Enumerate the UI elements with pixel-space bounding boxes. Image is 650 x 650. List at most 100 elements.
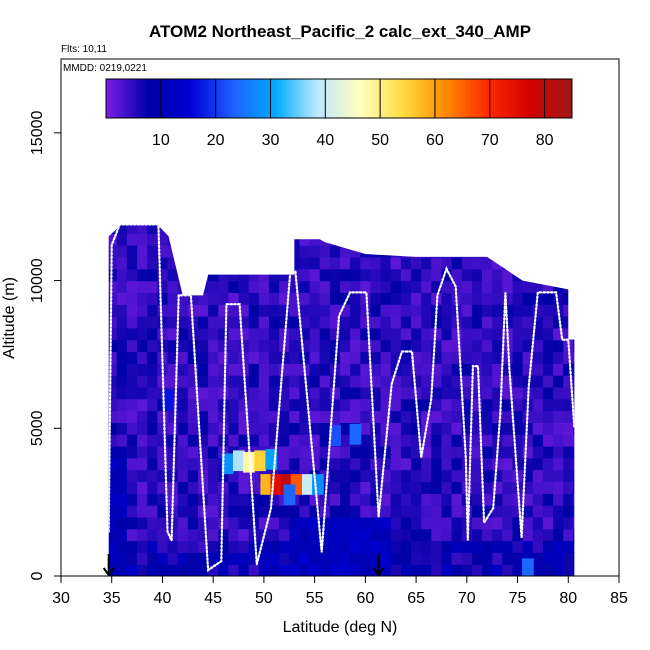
heatmap-cell: [553, 469, 564, 482]
heatmap-cell: [340, 339, 351, 353]
dates-label: MMDD: 0219,0221: [63, 63, 147, 74]
heatmap-cell: [502, 292, 513, 305]
heatmap-cell: [512, 316, 524, 329]
heatmap-cell: [421, 410, 432, 423]
heatmap-cell: [299, 268, 311, 282]
heatmap-cell: [471, 552, 483, 565]
heatmap-cell: [299, 528, 311, 542]
heatmap-cell: [299, 398, 311, 412]
heatmap-cell: [340, 386, 351, 400]
heatmap-cell: [451, 493, 463, 506]
heatmap-cell: [441, 256, 453, 270]
heatmap-cell: [157, 493, 169, 506]
heatmap-cell: [400, 224, 412, 234]
heatmap-cell: [208, 434, 219, 447]
heatmap-cell: [299, 316, 311, 329]
heatmap-cell: [187, 481, 199, 494]
heatmap-cell: [573, 434, 575, 447]
heatmap-cell: [522, 224, 534, 234]
heatmap-cell: [522, 316, 534, 329]
heatmap-cell: [492, 245, 503, 258]
heatmap-cell: [421, 327, 432, 341]
colorbar-segment: [528, 79, 532, 118]
heatmap-cell: [461, 351, 473, 364]
heatmap-cell: [360, 481, 371, 494]
heatmap-cell: [228, 280, 240, 293]
heatmap-cell: [380, 398, 392, 412]
heatmap-cell: [350, 268, 361, 282]
heatmap-cell: [147, 280, 158, 293]
heatmap-cell: [279, 410, 290, 423]
heatmap-cell: [340, 481, 351, 494]
heatmap-cell: [492, 375, 503, 388]
heatmap-cell: [108, 339, 118, 353]
heatmap-cell: [390, 351, 402, 364]
flights-label: Flts: 10,11: [61, 44, 107, 55]
heatmap-cell: [108, 493, 118, 506]
heatmap-cell: [258, 410, 270, 423]
colorbar-segment: [569, 79, 573, 118]
heatmap-cell: [157, 469, 169, 482]
heatmap-cell: [228, 224, 240, 234]
colorbar-segment: [437, 79, 441, 118]
heatmap-cell: [248, 233, 260, 246]
heatmap-cell: [411, 410, 422, 423]
heatmap-cell: [390, 316, 402, 329]
heatmap-cell: [350, 363, 361, 376]
heatmap-cell: [441, 351, 453, 364]
heatmap-cell: [187, 422, 199, 435]
heatmap-cell: [482, 528, 493, 542]
colorbar-segment: [262, 79, 266, 118]
heatmap-cell: [187, 457, 199, 471]
heatmap-cell: [269, 505, 280, 518]
heatmap-cell: [238, 292, 250, 305]
heatmap-cell: [350, 224, 361, 234]
heatmap-cell: [108, 481, 118, 494]
heatmap-cell: [167, 256, 179, 270]
heatmap-cell: [208, 256, 219, 270]
heatmap-cell: [482, 316, 493, 329]
heatmap-cell: [299, 280, 311, 293]
x-tick-label: 70: [458, 590, 476, 607]
heatmap-cell: [177, 375, 189, 388]
heatmap-cell: [542, 268, 554, 282]
heatmap-cell: [532, 327, 544, 341]
heatmap-cell: [380, 292, 392, 305]
heatmap-cell: [228, 375, 240, 388]
heatmap-cell: [350, 493, 361, 506]
heatmap-cell: [126, 363, 138, 376]
y-tick-label: 15000: [29, 111, 46, 156]
heatmap-cell: [319, 386, 331, 400]
heatmap-cell: [126, 410, 138, 423]
colorbar-segment: [517, 79, 521, 118]
heatmap-cell: [157, 280, 169, 293]
heatmap-cell: [431, 363, 442, 376]
heatmap-cell: [108, 552, 118, 565]
heatmap-cell: [329, 540, 341, 553]
heatmap-cell: [258, 493, 270, 506]
heatmap-cell: [492, 351, 503, 364]
colorbar-tick-label: 40: [316, 132, 334, 149]
heatmap-cell: [360, 457, 371, 471]
colorbar-segment: [149, 79, 153, 118]
heatmap-cell: [157, 505, 169, 518]
colorbar-segment: [286, 79, 291, 118]
heatmap-cell: [360, 351, 371, 364]
heatmap-cell: [451, 398, 463, 412]
heatmap-cell: [116, 375, 128, 388]
heatmap-cell: [248, 224, 260, 234]
heatmap-cell: [299, 516, 311, 530]
heatmap-cell: [340, 363, 351, 376]
heatmap-cell: [380, 540, 392, 553]
heatmap-cell: [269, 233, 280, 246]
heatmap-cell: [411, 505, 422, 518]
heatmap-cell: [532, 446, 544, 459]
heatmap-cell: [360, 233, 371, 246]
heatmap-cell: [116, 552, 128, 565]
heatmap-cell: [258, 422, 270, 435]
heatmap-cell: [147, 493, 158, 506]
heatmap-cell: [157, 233, 169, 246]
heatmap-cell: [522, 505, 534, 518]
heatmap-cell: [279, 233, 290, 246]
